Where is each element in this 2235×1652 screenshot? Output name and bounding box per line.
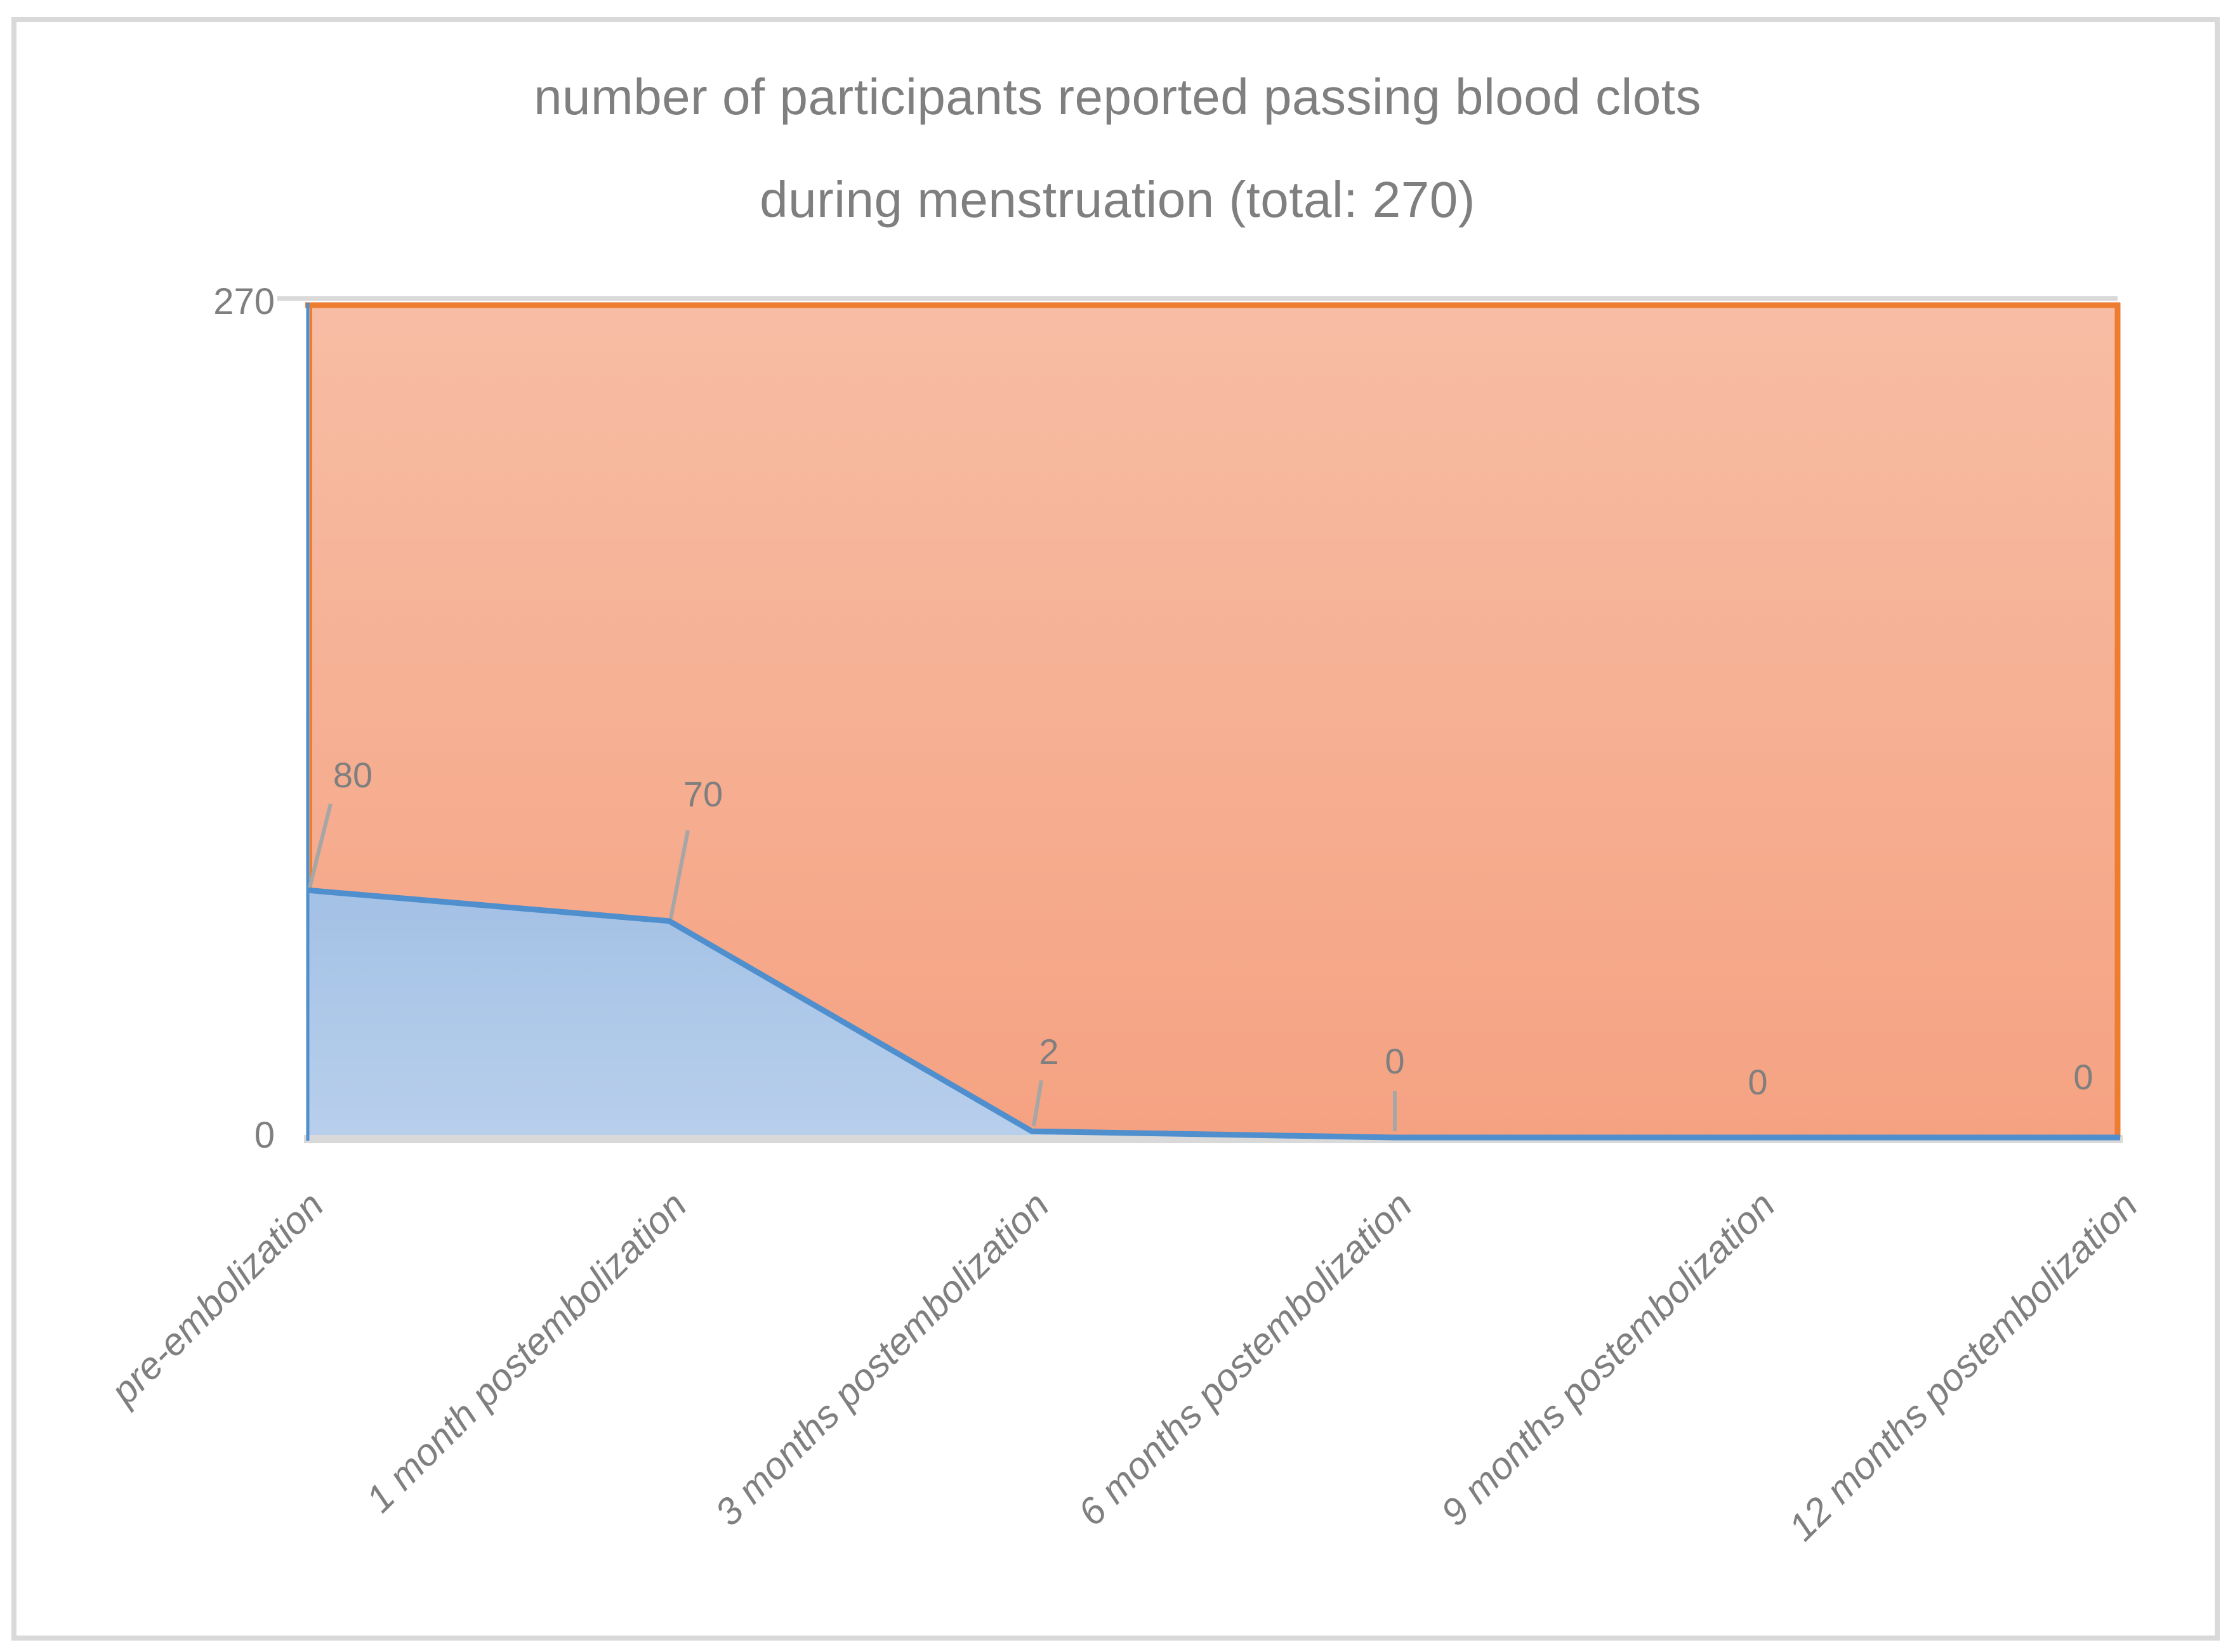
data-label-leader-line [1032,1080,1043,1127]
data-label-leader-line [669,830,690,919]
chart-outer-border [11,17,2220,1641]
plot-area: 270 0 80 70 2 0 0 0 pre-embolization 1 month p… [103,281,2146,1549]
data-label-1: 70 [683,774,723,814]
data-label-4: 0 [1748,1062,1768,1102]
chart-title-line-1: number of participants reported passing … [534,69,1701,125]
data-label-0: 80 [333,755,373,795]
y-axis-tick-label-max: 270 [213,281,275,322]
chart-title-line-2: during menstruation (total: 270) [760,171,1475,228]
chart-title: number of participants reported passing … [0,46,2235,251]
data-label-5: 0 [2073,1057,2093,1097]
y-axis-tick-label-min: 0 [254,1115,275,1156]
data-label-3: 0 [1385,1041,1405,1081]
data-label-2: 2 [1039,1032,1059,1072]
area-chart-canvas [277,296,2123,1143]
top-shadow-line [277,296,2118,301]
data-label-leader-line [308,803,333,888]
blue-series-line [306,887,2120,1141]
blue-area-fill [307,890,2120,1137]
